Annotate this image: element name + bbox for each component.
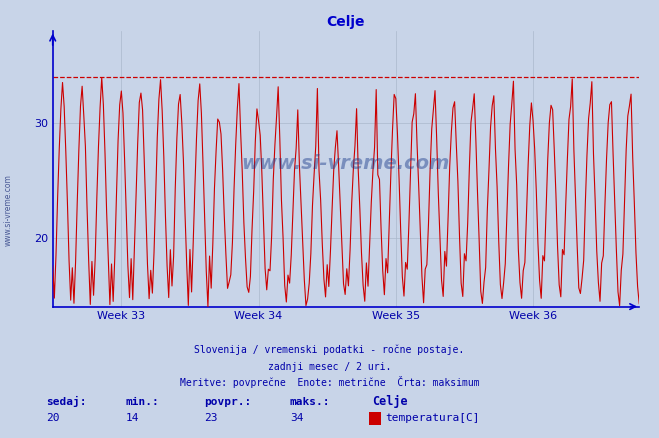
Text: 14: 14 bbox=[125, 413, 138, 424]
Text: 34: 34 bbox=[290, 413, 303, 424]
Text: temperatura[C]: temperatura[C] bbox=[386, 413, 480, 424]
Text: min.:: min.: bbox=[125, 397, 159, 407]
Text: www.si-vreme.com: www.si-vreme.com bbox=[3, 174, 13, 246]
Text: zadnji mesec / 2 uri.: zadnji mesec / 2 uri. bbox=[268, 362, 391, 372]
Text: maks.:: maks.: bbox=[290, 397, 330, 407]
Text: 23: 23 bbox=[204, 413, 217, 424]
Text: povpr.:: povpr.: bbox=[204, 397, 252, 407]
Text: Celje: Celje bbox=[372, 395, 408, 408]
Text: Meritve: povprečne  Enote: metrične  Črta: maksimum: Meritve: povprečne Enote: metrične Črta:… bbox=[180, 376, 479, 389]
Title: Celje: Celje bbox=[327, 15, 365, 29]
Text: sedaj:: sedaj: bbox=[46, 396, 86, 407]
Text: www.si-vreme.com: www.si-vreme.com bbox=[242, 154, 450, 173]
Text: Slovenija / vremenski podatki - ročne postaje.: Slovenija / vremenski podatki - ročne po… bbox=[194, 344, 465, 355]
Text: 20: 20 bbox=[46, 413, 59, 424]
